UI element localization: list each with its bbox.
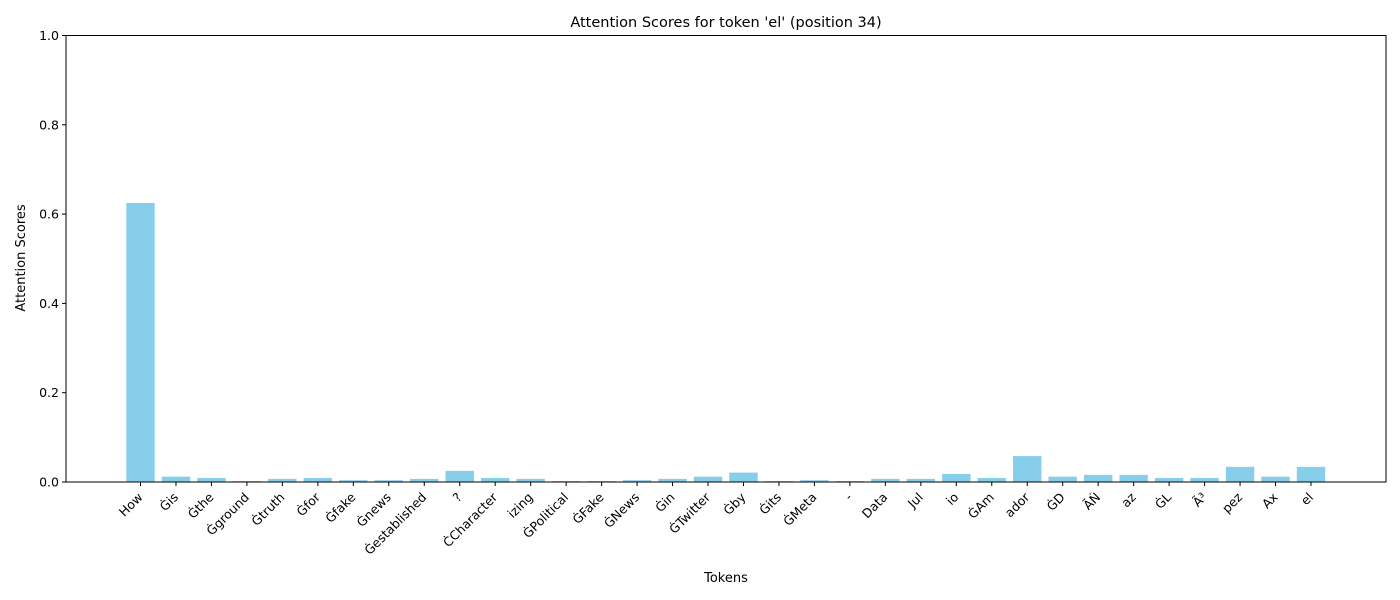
x-tick-label: Ġfor	[293, 488, 324, 519]
bar	[729, 472, 758, 482]
x-tick-label: ĠNews	[600, 489, 642, 531]
x-tick-label: pez	[1219, 489, 1246, 516]
bar	[303, 477, 333, 482]
bar	[161, 476, 191, 482]
x-tick-label: -	[841, 490, 855, 504]
bar	[1296, 466, 1326, 482]
bar	[1119, 474, 1148, 482]
x-tick-label: ador	[1002, 489, 1033, 520]
bar	[622, 480, 652, 482]
x-tick-label: ĠMeta	[779, 489, 819, 529]
bar	[1190, 477, 1219, 482]
bar	[1083, 474, 1113, 482]
bar	[268, 478, 297, 482]
x-tick-label: Ġby	[720, 488, 749, 517]
x-tick-label: el	[1298, 490, 1317, 509]
bar	[800, 480, 829, 482]
bar	[339, 480, 368, 482]
y-tick-label: 0.0	[39, 475, 59, 490]
x-tick-label: Ġin	[651, 489, 677, 515]
bar	[942, 473, 971, 482]
x-tick-label: Ġfake	[322, 489, 359, 526]
x-tick-label: Ġis	[156, 489, 181, 514]
bar	[1013, 456, 1042, 482]
x-tick-label: izing	[504, 490, 535, 521]
x-tick-label: ĠAm	[964, 489, 997, 522]
bar	[445, 470, 474, 482]
y-axis-label: Attention Scores	[14, 204, 29, 312]
x-axis-label: Tokens	[703, 571, 748, 586]
bars-group	[126, 202, 1326, 482]
bar	[1048, 476, 1077, 482]
bar	[126, 202, 155, 482]
y-tick-label: 0.8	[39, 117, 59, 132]
bar	[658, 478, 687, 482]
bar	[977, 477, 1006, 482]
bar	[1225, 466, 1255, 482]
bar	[516, 478, 545, 482]
y-axis: 0.0 0.2 0.4 0.6 0.8 1.0	[39, 28, 66, 490]
x-tick-label: Ax	[1259, 490, 1281, 512]
bar	[1261, 476, 1290, 482]
x-tick-label: az	[1118, 489, 1139, 510]
x-tick-label: ĠD	[1043, 489, 1068, 514]
bar	[871, 478, 900, 482]
plot-frame	[65, 35, 1387, 483]
x-tick-label: ?	[450, 490, 465, 505]
x-tick-label: Ġestablished	[361, 489, 430, 558]
bar	[693, 476, 723, 482]
bar	[1154, 477, 1184, 482]
x-tick-label: Ã³	[1190, 490, 1210, 510]
x-tick-label: Ġthe	[184, 489, 217, 522]
y-tick-label: 1.0	[39, 28, 59, 43]
x-tick-label: io	[943, 490, 961, 508]
x-tick-label: How	[116, 490, 146, 520]
bar	[410, 478, 439, 482]
x-tick-label: Ġits	[755, 489, 784, 518]
x-tick-label: ÃŃ	[1080, 490, 1103, 513]
bar	[374, 480, 403, 482]
chart-title: Attention Scores for token 'el' (positio…	[570, 15, 881, 31]
x-tick-label: ĊCharacter	[439, 488, 501, 550]
y-tick-label: 0.4	[39, 296, 59, 311]
x-tick-label: Ġtruth	[248, 489, 288, 529]
bar	[197, 477, 226, 482]
y-tick-label: 0.6	[39, 207, 59, 222]
bar	[481, 477, 510, 482]
x-tick-label: Jul	[904, 490, 926, 512]
y-tick-label: 0.2	[39, 385, 59, 400]
x-tick-label: ĠL	[1151, 489, 1174, 512]
bar	[906, 478, 936, 482]
x-tick-label: Data	[859, 490, 891, 522]
